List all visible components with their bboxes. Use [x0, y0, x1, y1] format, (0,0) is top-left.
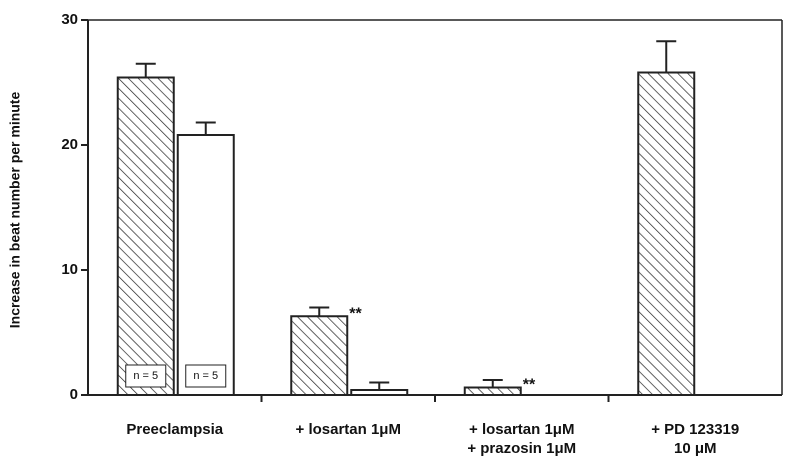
bar — [176, 134, 235, 396]
bar — [463, 386, 522, 396]
bar — [116, 76, 175, 396]
bar — [637, 71, 696, 396]
y-tick-label: 30 — [61, 11, 78, 28]
x-tick-label: + PD 123319 — [651, 421, 739, 438]
y-tick-label: 10 — [61, 261, 78, 278]
x-tick-label: + losartan 1μM — [296, 421, 401, 438]
annotation-box — [125, 364, 167, 388]
bar — [350, 389, 409, 396]
x-tick-label: + prazosin 1μM — [467, 440, 576, 457]
annotation: n = 5 — [193, 370, 218, 382]
annotation-box — [185, 364, 227, 388]
x-tick-label: + losartan 1μM — [469, 421, 574, 438]
y-axis-label: Increase in beat number per minute — [7, 92, 23, 329]
bar — [290, 315, 349, 396]
annotation: n = 5 — [133, 370, 158, 382]
annotation: ** — [349, 305, 362, 322]
y-tick-label: 0 — [70, 386, 78, 403]
annotation: ** — [523, 377, 536, 394]
x-tick-label: Preeclampsia — [126, 421, 223, 438]
x-tick-label: 10 μM — [674, 440, 717, 457]
y-tick-label: 20 — [61, 136, 78, 153]
